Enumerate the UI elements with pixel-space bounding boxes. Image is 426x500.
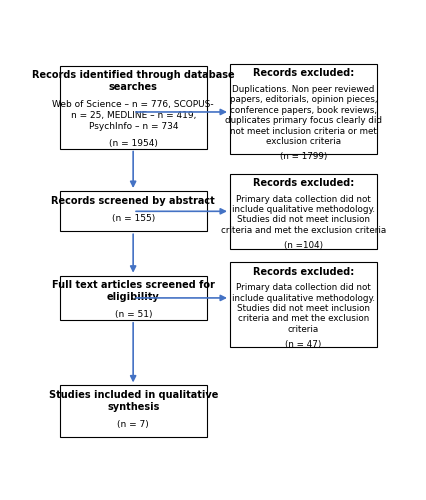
Text: duplicates primary focus clearly did: duplicates primary focus clearly did <box>225 116 382 125</box>
FancyBboxPatch shape <box>60 276 207 320</box>
Text: (n = 1954): (n = 1954) <box>109 139 158 148</box>
Text: (n = 7): (n = 7) <box>118 420 149 428</box>
Text: papers, editorials, opinion pieces,: papers, editorials, opinion pieces, <box>230 96 377 104</box>
FancyBboxPatch shape <box>230 174 377 248</box>
Text: searches: searches <box>109 82 158 92</box>
Text: PsychInfo – n = 734: PsychInfo – n = 734 <box>89 122 178 130</box>
Text: (n = 1799): (n = 1799) <box>279 152 327 162</box>
Text: (n = 51): (n = 51) <box>115 310 152 319</box>
Text: Duplications. Non peer reviewed: Duplications. Non peer reviewed <box>232 85 374 94</box>
Text: include qualitative methodology.: include qualitative methodology. <box>232 205 375 214</box>
Text: Primary data collection did not: Primary data collection did not <box>236 194 371 203</box>
FancyBboxPatch shape <box>60 191 207 232</box>
Text: criteria and met the exclusion: criteria and met the exclusion <box>238 314 369 324</box>
FancyBboxPatch shape <box>60 66 207 148</box>
Text: Records identified through database: Records identified through database <box>32 70 235 81</box>
Text: synthesis: synthesis <box>107 402 159 411</box>
Text: exclusion criteria: exclusion criteria <box>266 137 341 146</box>
Text: Records excluded:: Records excluded: <box>253 68 354 78</box>
FancyBboxPatch shape <box>60 386 207 438</box>
Text: eligibility: eligibility <box>107 292 160 302</box>
Text: (n = 47): (n = 47) <box>285 340 322 349</box>
Text: Studies did not meet inclusion: Studies did not meet inclusion <box>237 216 370 224</box>
Text: Records screened by abstract: Records screened by abstract <box>52 196 215 205</box>
Text: Studies did not meet inclusion: Studies did not meet inclusion <box>237 304 370 313</box>
Text: (n = 155): (n = 155) <box>112 214 155 222</box>
Text: Full text articles screened for: Full text articles screened for <box>52 280 215 290</box>
Text: criteria and met the exclusion criteria: criteria and met the exclusion criteria <box>221 226 386 235</box>
Text: (n =104): (n =104) <box>284 241 323 250</box>
Text: criteria: criteria <box>288 325 319 334</box>
Text: n = 25, MEDLINE – n = 419,: n = 25, MEDLINE – n = 419, <box>71 111 196 120</box>
Text: not meet inclusion criteria or met: not meet inclusion criteria or met <box>230 126 377 136</box>
FancyBboxPatch shape <box>230 262 377 347</box>
Text: include qualitative methodology.: include qualitative methodology. <box>232 294 375 302</box>
Text: Web of Science – n = 776, SCOPUS-: Web of Science – n = 776, SCOPUS- <box>52 100 214 109</box>
Text: conference papers, book reviews,: conference papers, book reviews, <box>230 106 377 115</box>
Text: Records excluded:: Records excluded: <box>253 266 354 276</box>
Text: Primary data collection did not: Primary data collection did not <box>236 283 371 292</box>
FancyBboxPatch shape <box>230 64 377 154</box>
Text: Studies included in qualitative: Studies included in qualitative <box>49 390 218 400</box>
Text: Records excluded:: Records excluded: <box>253 178 354 188</box>
